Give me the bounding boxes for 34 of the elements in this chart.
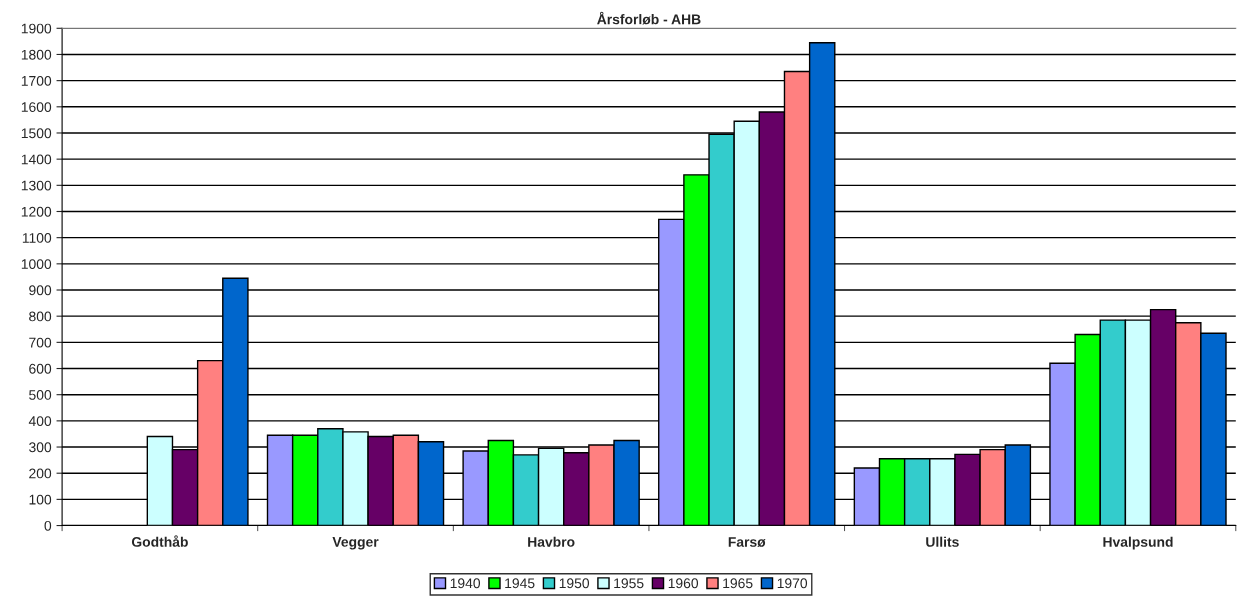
y-tick-label: 900 — [29, 285, 52, 296]
y-tick-label: 0 — [44, 520, 52, 531]
y-tick-label: 400 — [28, 416, 52, 427]
legend-label: 1950 — [559, 578, 590, 589]
x-tick-label: Vegger — [332, 537, 379, 550]
y-tick-label: 600 — [29, 363, 52, 374]
x-tick-label: Ullits — [926, 536, 959, 547]
x-tick-label: Havbro — [528, 536, 575, 547]
y-tick-label: 800 — [29, 311, 52, 322]
legend-label: 1960 — [668, 578, 699, 589]
legend-label: 1940 — [450, 578, 481, 589]
y-tick-label: 100 — [29, 494, 52, 505]
x-tick-label: Hvalpsund — [1103, 536, 1173, 550]
legend-label: 1970 — [777, 578, 808, 589]
y-tick-label: 1000 — [21, 259, 52, 269]
legend-label: 1965 — [723, 578, 753, 589]
y-tick-label: 1100 — [22, 233, 52, 243]
y-tick-label: 1700 — [21, 75, 52, 86]
y-tick-label: 1600 — [21, 102, 52, 112]
y-tick-label: 1900 — [21, 23, 52, 34]
y-tick-label: 1300 — [21, 180, 52, 191]
legend-label: 1955 — [614, 578, 644, 589]
legend-label: 1945 — [505, 578, 535, 589]
y-tick-label: 200 — [29, 468, 52, 479]
y-tick-label: 1400 — [21, 154, 52, 165]
y-tick-label: 1200 — [21, 206, 52, 217]
y-tick-label: 500 — [29, 390, 52, 400]
y-tick-label: 1500 — [21, 128, 52, 139]
y-tick-label: 300 — [29, 442, 52, 453]
chart-title: Årsforløb - AHB — [597, 11, 701, 25]
x-tick-label: Farsø — [728, 537, 766, 548]
y-tick-label: 700 — [29, 337, 52, 348]
y-tick-label: 1800 — [21, 49, 52, 60]
x-tick-label: Godthåb — [131, 535, 188, 547]
